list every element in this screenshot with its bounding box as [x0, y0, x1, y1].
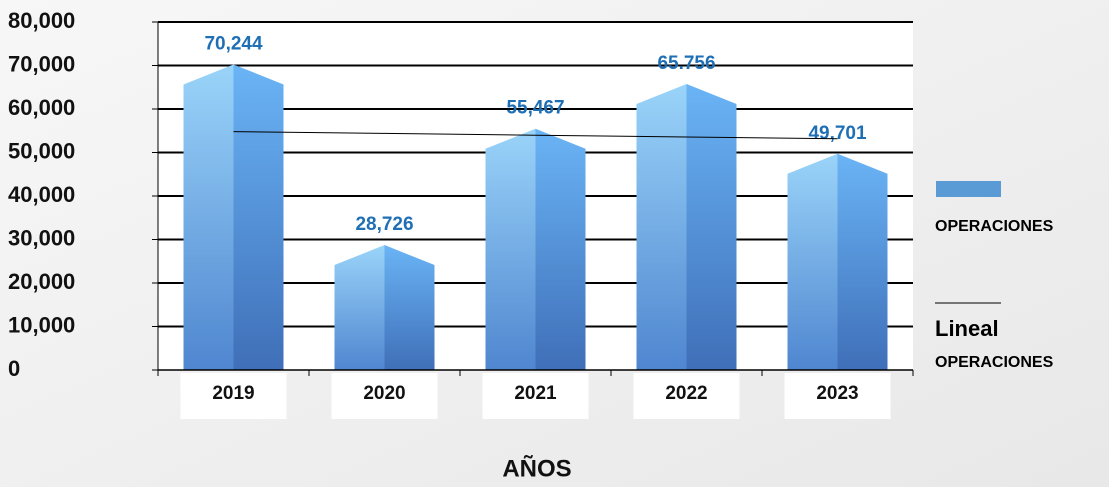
bar [787, 153, 838, 370]
x-tick-label: 2021 [514, 383, 557, 404]
data-label: 28,726 [355, 214, 413, 235]
x-tick-label: 2023 [816, 383, 858, 404]
x-tick-box [180, 373, 287, 419]
x-axis-title: AÑOS [502, 454, 571, 482]
data-label: 65.756 [657, 53, 715, 74]
trend-line [233, 131, 838, 140]
legend-swatch [936, 181, 1001, 197]
bar [485, 128, 536, 370]
data-label: 49,701 [808, 123, 867, 144]
bar [686, 83, 737, 371]
x-tick-box [331, 373, 438, 419]
y-tick-label: 50,000 [8, 138, 75, 163]
y-tick-label: 30,000 [8, 225, 75, 250]
x-tick-label: 2019 [212, 383, 254, 404]
data-label: 55,467 [506, 98, 564, 119]
y-tick-label: 70,000 [8, 51, 75, 76]
bar [837, 153, 888, 370]
y-tick-label: 60,000 [8, 95, 75, 120]
y-tick-label: 0 [8, 356, 20, 381]
bar [183, 64, 234, 370]
legend-label: Lineal [935, 316, 999, 341]
y-tick-label: 10,000 [8, 312, 75, 337]
y-tick-label: 20,000 [8, 269, 75, 294]
legend-label: OPERACIONES [935, 218, 1054, 235]
bar [334, 245, 385, 370]
legend-label: OPERACIONES [935, 354, 1054, 371]
bar [535, 128, 586, 370]
x-tick-label: 2020 [363, 383, 405, 404]
bar [233, 64, 284, 370]
x-tick-box [482, 373, 589, 419]
bar [384, 245, 435, 370]
x-tick-box [633, 373, 740, 419]
bar [636, 83, 687, 371]
x-tick-label: 2022 [665, 383, 707, 404]
x-tick-box [784, 373, 891, 419]
data-label: 70,244 [204, 33, 263, 54]
y-tick-label: 80,000 [8, 8, 75, 33]
y-tick-label: 40,000 [8, 182, 75, 207]
